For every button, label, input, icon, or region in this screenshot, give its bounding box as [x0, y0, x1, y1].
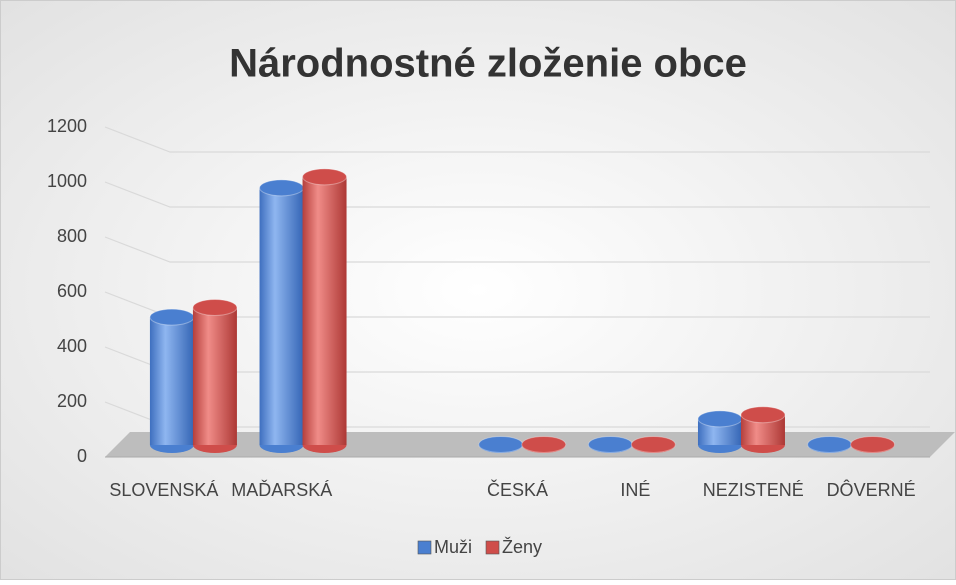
bar: [149, 308, 195, 453]
bar-part: [149, 317, 194, 445]
bar: [259, 179, 305, 453]
bar-part: [478, 435, 524, 453]
x-tick-label: DÔVERNÉ: [827, 479, 916, 500]
bar-part: [850, 435, 896, 453]
bar-part: [192, 299, 238, 316]
x-tick-label: MAĎARSKÁ: [231, 480, 332, 500]
bar-part: [259, 179, 305, 197]
x-tick-label: SLOVENSKÁ: [109, 480, 218, 500]
bar-part: [697, 410, 743, 428]
bar-part: [302, 168, 348, 186]
y-tick-label: 400: [57, 336, 87, 356]
legend-label: Ženy: [502, 537, 542, 557]
bar-part: [587, 435, 633, 453]
bar-part: [807, 435, 853, 453]
bar-part: [302, 176, 347, 445]
bar: [850, 435, 896, 453]
legend-swatch: [485, 540, 500, 555]
chart-title: Národnostné zloženie obce: [229, 42, 747, 86]
bar: [587, 435, 633, 453]
grid-line: [104, 181, 930, 208]
bar-part: [630, 435, 676, 453]
y-tick-label: 800: [57, 226, 87, 246]
bar: [630, 435, 676, 453]
y-tick-label: 1000: [47, 171, 87, 191]
legend-label: Muži: [434, 537, 472, 557]
x-tick-label: NEZISTENÉ: [703, 480, 804, 500]
bar-part: [521, 435, 567, 453]
bar: [302, 168, 348, 453]
grid-line: [104, 236, 930, 263]
bar: [521, 435, 567, 453]
y-tick-label: 200: [57, 391, 87, 411]
y-tick-label: 600: [57, 281, 87, 301]
bar: [192, 299, 238, 453]
legend-swatch: [417, 540, 432, 555]
bar-part: [259, 187, 304, 445]
bar: [740, 406, 786, 453]
bar-part: [740, 406, 786, 424]
x-tick-label: ČESKÁ: [487, 479, 548, 500]
bar-part: [192, 307, 237, 445]
y-tick-label: 1200: [47, 116, 87, 136]
y-tick-label: 0: [77, 446, 87, 466]
bar: [807, 435, 853, 453]
bar: [697, 410, 743, 453]
bar: [478, 435, 524, 453]
grid-line: [104, 126, 930, 153]
x-tick-label: INÉ: [620, 480, 650, 500]
bar-part: [149, 308, 195, 326]
